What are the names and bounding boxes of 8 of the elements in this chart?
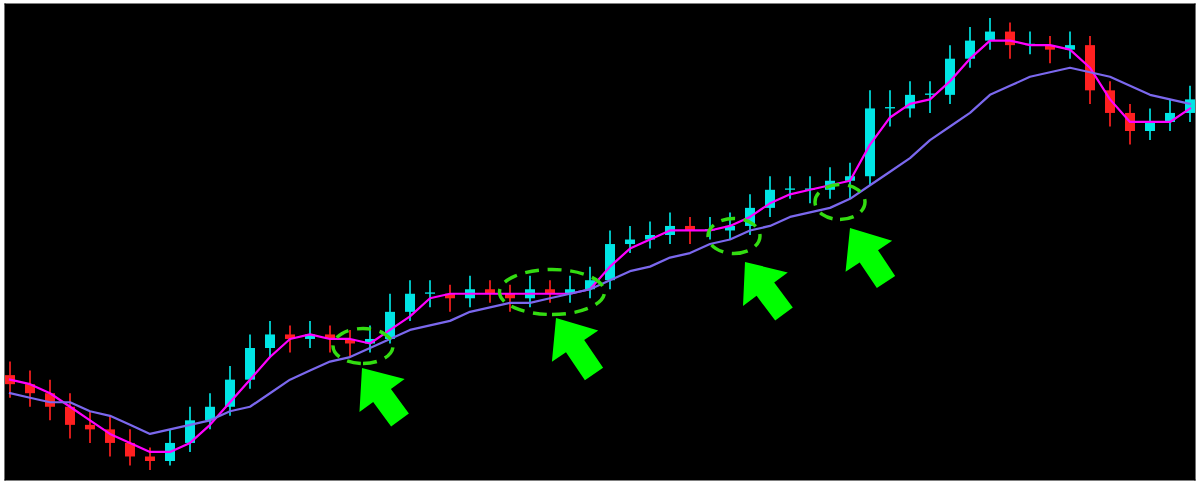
candlestick [965,26,975,69]
candlestick [785,175,795,200]
candlestick [985,17,995,51]
candlestick [405,279,415,322]
candlestick [265,320,275,358]
candlestick [65,392,75,440]
candlestick [425,279,435,309]
candlestick [145,446,155,471]
